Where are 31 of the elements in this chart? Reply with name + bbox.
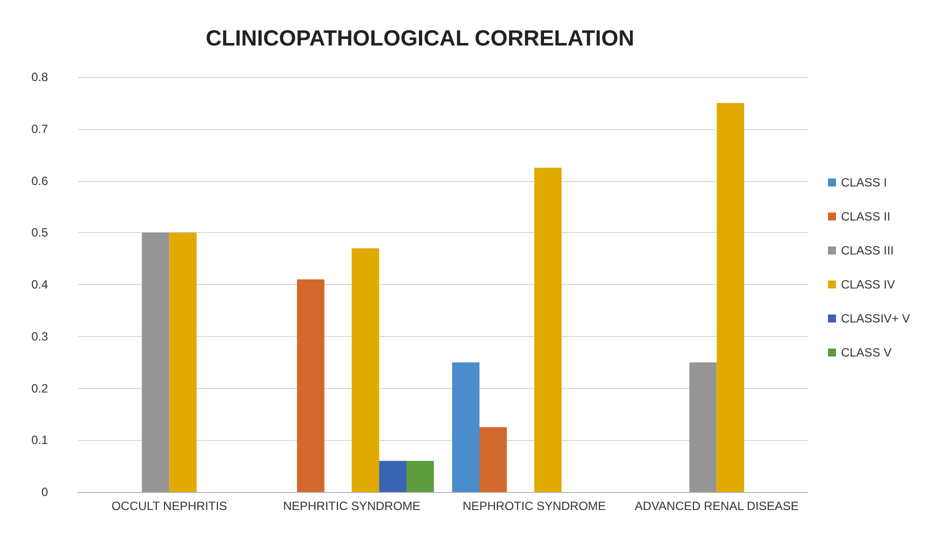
legend-label: CLASS IV — [840, 278, 895, 292]
y-tick-label: 0.2 — [31, 381, 48, 396]
y-tick-label: 0.1 — [31, 433, 48, 448]
bar — [379, 460, 406, 492]
y-tick-label: 0.8 — [31, 70, 48, 84]
x-tick-label: OCCULT NEPHRITIS — [111, 499, 228, 513]
bar — [716, 102, 744, 492]
x-tick-label: NEPHROTIC SYNDROME — [462, 499, 606, 513]
bar — [142, 232, 170, 492]
bar — [406, 460, 434, 492]
bar — [534, 168, 562, 492]
chart-title: CLINICOPATHOLOGICAL CORRELATION — [206, 26, 634, 50]
y-tick-label: 0.4 — [31, 278, 48, 292]
y-tick-label: 0.6 — [31, 174, 48, 188]
x-tick-label: ADVANCED RENAL DISEASE — [634, 499, 799, 513]
bar — [689, 362, 717, 492]
legend-label: CLASS V — [840, 346, 892, 360]
bar — [169, 232, 197, 492]
y-tick-label: 0.3 — [31, 329, 48, 344]
bar — [452, 362, 480, 492]
x-tick-label: NEPHRITIC SYNDROME — [283, 499, 420, 513]
y-tick-label: 0.7 — [31, 122, 48, 136]
y-tick-label: 0.5 — [31, 226, 48, 240]
legend-label: CLASS II — [840, 210, 890, 224]
legend-label: CLASSIV+ V — [840, 312, 910, 326]
legend-label: CLASS III — [840, 244, 894, 258]
bar — [480, 427, 507, 492]
bar — [352, 248, 380, 492]
y-tick-label: 0 — [41, 485, 48, 499]
bar — [297, 279, 324, 492]
legend-label: CLASS I — [840, 176, 887, 190]
